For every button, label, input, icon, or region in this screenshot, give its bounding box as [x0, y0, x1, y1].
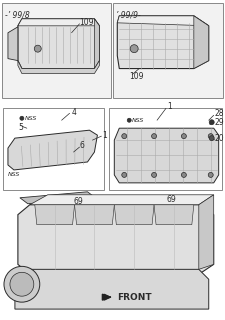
Polygon shape	[8, 130, 97, 170]
Text: 69: 69	[166, 195, 176, 204]
Circle shape	[121, 172, 126, 177]
Polygon shape	[94, 19, 99, 68]
Text: 5: 5	[18, 123, 23, 132]
Bar	[3, 108, 104, 190]
Polygon shape	[30, 195, 213, 205]
Circle shape	[151, 134, 156, 139]
Polygon shape	[102, 294, 110, 300]
Circle shape	[208, 136, 213, 140]
Circle shape	[151, 172, 156, 177]
Polygon shape	[18, 19, 99, 68]
Polygon shape	[8, 27, 18, 60]
Polygon shape	[117, 16, 208, 68]
Polygon shape	[18, 19, 99, 26]
Polygon shape	[153, 205, 193, 225]
Text: NSS: NSS	[25, 116, 37, 121]
Text: ’ 99/9-: ’ 99/9-	[116, 11, 140, 20]
Text: 1: 1	[166, 102, 171, 111]
Text: 69: 69	[73, 197, 83, 206]
Polygon shape	[117, 16, 208, 26]
Polygon shape	[114, 128, 218, 183]
Circle shape	[20, 116, 24, 120]
Bar	[2, 3, 111, 98]
Text: NSS: NSS	[8, 172, 20, 177]
Text: NSS: NSS	[132, 118, 144, 123]
Polygon shape	[198, 195, 213, 269]
Circle shape	[127, 118, 131, 122]
Circle shape	[207, 172, 212, 177]
Circle shape	[130, 45, 137, 53]
Circle shape	[181, 134, 186, 139]
Polygon shape	[35, 205, 74, 225]
Circle shape	[181, 172, 186, 177]
Circle shape	[207, 134, 212, 139]
Polygon shape	[20, 192, 95, 204]
Circle shape	[10, 272, 34, 296]
Text: 1: 1	[102, 131, 107, 140]
Polygon shape	[18, 60, 99, 74]
Text: 4: 4	[71, 108, 76, 117]
Polygon shape	[193, 16, 208, 68]
Polygon shape	[18, 205, 213, 274]
Text: FRONT: FRONT	[117, 293, 151, 302]
Text: 28: 28	[214, 109, 223, 118]
Bar	[109, 108, 221, 190]
Bar	[113, 3, 222, 98]
Text: 29: 29	[214, 118, 223, 127]
Circle shape	[208, 120, 213, 125]
Text: 109: 109	[79, 18, 94, 27]
Circle shape	[34, 45, 41, 52]
Text: -’ 99/8: -’ 99/8	[5, 11, 30, 20]
Circle shape	[4, 266, 40, 302]
Text: 20: 20	[214, 134, 223, 143]
Polygon shape	[15, 269, 208, 309]
Polygon shape	[114, 205, 153, 225]
Text: 6: 6	[79, 140, 84, 149]
Polygon shape	[74, 205, 114, 225]
Circle shape	[121, 134, 126, 139]
Text: 109: 109	[129, 72, 143, 81]
